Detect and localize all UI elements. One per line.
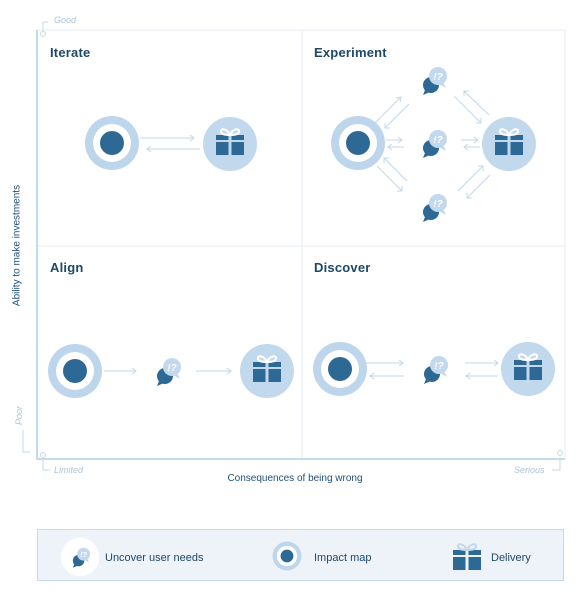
legend-label-impact: Impact map [314, 552, 372, 564]
impact-map-icon [272, 541, 302, 571]
x-axis-right-marker [557, 450, 563, 456]
experiment-uncover-top-icon [406, 53, 460, 107]
quadrant-frame [36, 29, 566, 460]
x-axis-title: Consequences of being wrong [227, 473, 363, 484]
align-impact-map-icon [48, 344, 102, 398]
quadrant-title-experiment: Experiment [314, 45, 387, 60]
align-uncover-icon [140, 344, 194, 398]
discover-delivery-gift-icon [500, 341, 556, 397]
experiment-uncover-bottom-icon [406, 180, 460, 234]
legend-label-uncover: Uncover user needs [105, 552, 204, 564]
quadrant-title-discover: Discover [314, 260, 371, 275]
chat-question-icon [60, 537, 100, 577]
gift-icon [453, 543, 481, 570]
quadrant-title-iterate: Iterate [50, 45, 91, 60]
discover-uncover-icon [407, 342, 461, 396]
align-delivery-gift-icon [239, 343, 295, 399]
experiment-uncover-middle-icon [406, 116, 460, 170]
legend-label-delivery: Delivery [491, 552, 531, 564]
y-axis-bottom-label: Poor [14, 405, 24, 425]
x-axis-left-label: Limited [54, 465, 84, 475]
x-axis-right-label: Serious [514, 465, 545, 475]
legend: Uncover user needs Impact map Delivery [37, 529, 564, 581]
experiment-delivery-gift-icon [481, 116, 537, 172]
discover-impact-map-icon [313, 342, 367, 396]
iterate-delivery-gift-icon [202, 116, 258, 172]
x-axis-left-marker [40, 452, 46, 458]
y-axis-title: Ability to make investments [11, 184, 23, 307]
y-axis-top-marker [40, 31, 46, 37]
iterate-impact-map-icon [85, 116, 139, 170]
experiment-impact-map-icon [331, 116, 385, 170]
arrows [104, 90, 499, 380]
y-axis-top-label: Good [54, 15, 77, 25]
quadrant-title-align: Align [50, 260, 84, 275]
